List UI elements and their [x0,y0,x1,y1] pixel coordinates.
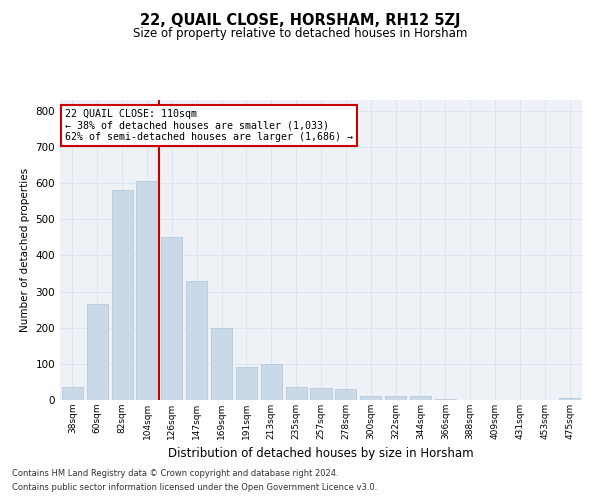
Bar [186,280,207,400]
Text: Size of property relative to detached houses in Horsham: Size of property relative to detached ho… [133,28,467,40]
Bar [136,182,158,400]
Bar [236,368,257,400]
Text: 22 QUAIL CLOSE: 110sqm
← 38% of detached houses are smaller (1,033)
62% of semi-: 22 QUAIL CLOSE: 110sqm ← 38% of detached… [65,109,353,142]
Bar [410,396,431,400]
Bar [161,238,182,400]
Bar [112,190,133,400]
Bar [360,396,381,400]
Bar [310,388,332,400]
Bar [87,304,108,400]
X-axis label: Distribution of detached houses by size in Horsham: Distribution of detached houses by size … [168,448,474,460]
Text: 22, QUAIL CLOSE, HORSHAM, RH12 5ZJ: 22, QUAIL CLOSE, HORSHAM, RH12 5ZJ [140,12,460,28]
Bar [335,389,356,400]
Text: Contains HM Land Registry data © Crown copyright and database right 2024.: Contains HM Land Registry data © Crown c… [12,468,338,477]
Text: Contains public sector information licensed under the Open Government Licence v3: Contains public sector information licen… [12,484,377,492]
Y-axis label: Number of detached properties: Number of detached properties [20,168,30,332]
Bar [286,386,307,400]
Bar [62,388,83,400]
Bar [559,398,580,400]
Bar [261,364,282,400]
Bar [385,396,406,400]
Bar [211,328,232,400]
